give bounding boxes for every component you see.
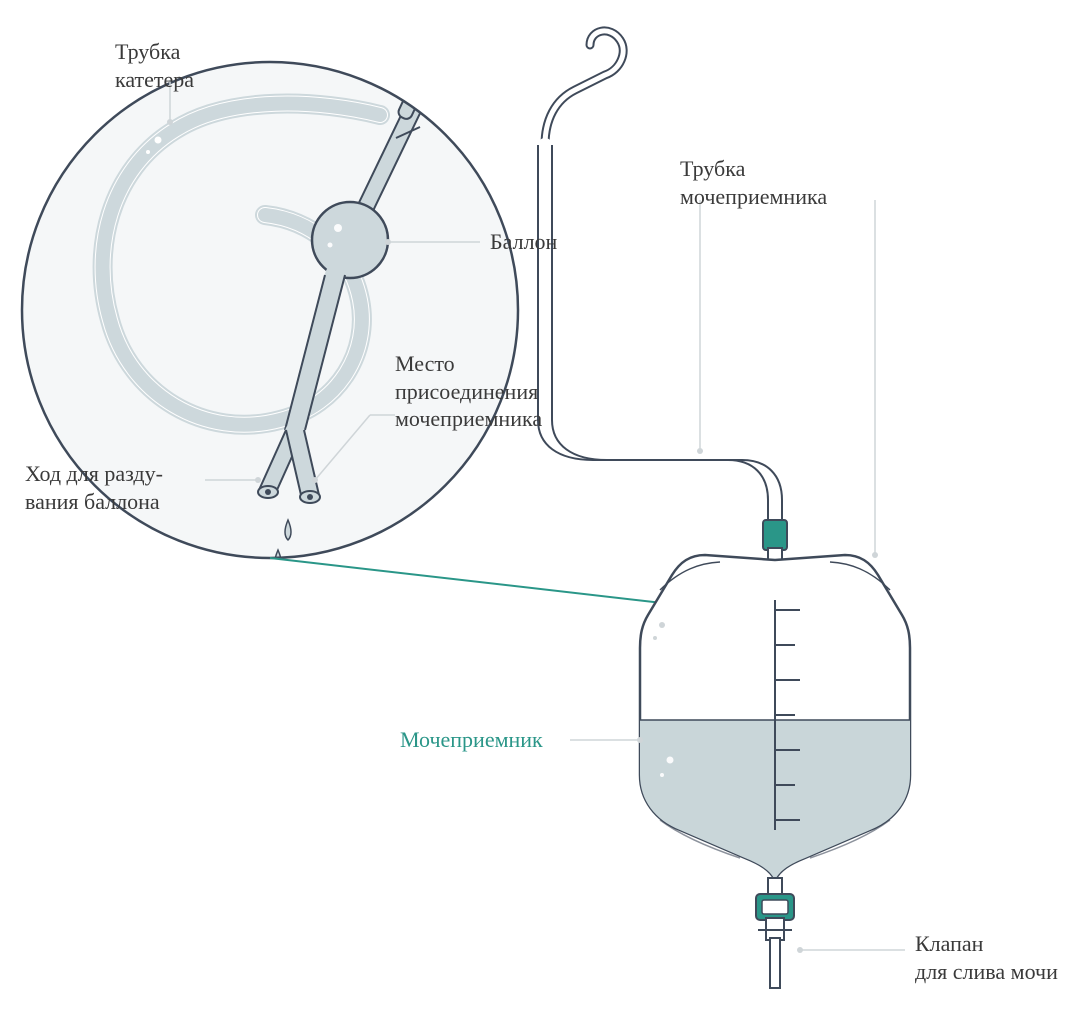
- label-connection: Место присоединения мочеприемника: [395, 350, 542, 433]
- balloon: [312, 202, 388, 278]
- connector-line: [270, 558, 680, 605]
- label-bag-tube: Трубка мочеприемника: [680, 155, 827, 210]
- label-inflation: Ход для разду- вания баллона: [25, 460, 163, 515]
- label-drain-valve: Клапан для слива мочи: [915, 930, 1058, 985]
- label-balloon: Баллон: [490, 228, 557, 256]
- label-bag: Мочеприемник: [400, 726, 543, 754]
- bag-inlet: [763, 520, 787, 550]
- label-catheter-tube: Трубка катетера: [115, 38, 194, 93]
